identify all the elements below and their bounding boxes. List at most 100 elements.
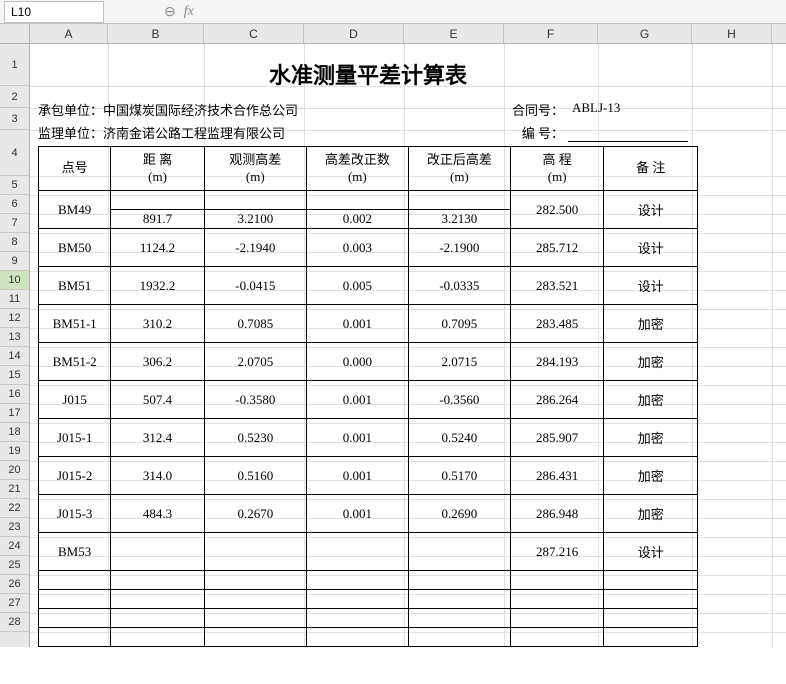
col-header-E[interactable]: E: [404, 24, 504, 43]
cell-obs[interactable]: [204, 533, 306, 571]
row-header-20[interactable]: 20: [0, 461, 29, 480]
col-header-F[interactable]: F: [504, 24, 598, 43]
cell-corr[interactable]: 0.001: [306, 305, 408, 343]
row-header-3[interactable]: 3: [0, 108, 29, 130]
row-header-17[interactable]: 17: [0, 404, 29, 423]
col-header-H[interactable]: H: [692, 24, 772, 43]
col-header-A[interactable]: A: [30, 24, 108, 43]
cell-elevation[interactable]: 282.500: [510, 191, 604, 229]
zoom-out-icon[interactable]: ⊖: [164, 3, 176, 20]
row-header-18[interactable]: 18: [0, 423, 29, 442]
cell-point[interactable]: BM50: [39, 229, 111, 267]
cell-elevation[interactable]: 283.521: [510, 267, 604, 305]
cell-elevation[interactable]: 283.485: [510, 305, 604, 343]
cell-adj[interactable]: 0.5240: [408, 419, 510, 457]
row-header-5[interactable]: 5: [0, 176, 29, 195]
cell-dist[interactable]: 891.7: [111, 210, 205, 229]
col-header-D[interactable]: D: [304, 24, 404, 43]
cell-adj[interactable]: [408, 533, 510, 571]
row-header-8[interactable]: 8: [0, 233, 29, 252]
cell-dist[interactable]: 312.4: [111, 419, 205, 457]
cell-note[interactable]: 加密: [604, 381, 698, 419]
cell-note[interactable]: 设计: [604, 267, 698, 305]
cell-note[interactable]: 设计: [604, 229, 698, 267]
cell-dist[interactable]: 1124.2: [111, 229, 205, 267]
fx-icon[interactable]: fx: [184, 4, 194, 20]
row-header-4[interactable]: 4: [0, 130, 29, 176]
cell-dist[interactable]: 306.2: [111, 343, 205, 381]
row-header-12[interactable]: 12: [0, 309, 29, 328]
cell-adj[interactable]: -2.1900: [408, 229, 510, 267]
cell-point[interactable]: J015-2: [39, 457, 111, 495]
cell-corr[interactable]: 0.003: [306, 229, 408, 267]
row-header-14[interactable]: 14: [0, 347, 29, 366]
cell-corr[interactable]: [306, 533, 408, 571]
cell-adj[interactable]: 0.2690: [408, 495, 510, 533]
cell-obs[interactable]: -0.0415: [204, 267, 306, 305]
cell-elevation[interactable]: 286.948: [510, 495, 604, 533]
name-box[interactable]: L10: [4, 1, 104, 23]
cell-adj[interactable]: 3.2130: [408, 210, 510, 229]
cell-adj[interactable]: -0.0335: [408, 267, 510, 305]
row-header-13[interactable]: 13: [0, 328, 29, 347]
cell-dist[interactable]: 507.4: [111, 381, 205, 419]
cell-corr[interactable]: 0.001: [306, 381, 408, 419]
row-header-9[interactable]: 9: [0, 252, 29, 271]
cell-elevation[interactable]: 284.193: [510, 343, 604, 381]
cell-dist[interactable]: 1932.2: [111, 267, 205, 305]
row-header-10[interactable]: 10: [0, 271, 29, 290]
row-header-25[interactable]: 25: [0, 556, 29, 575]
cell-point[interactable]: BM51-2: [39, 343, 111, 381]
cell-obs[interactable]: -2.1940: [204, 229, 306, 267]
row-header-7[interactable]: 7: [0, 214, 29, 233]
cell-obs[interactable]: 0.7085: [204, 305, 306, 343]
cell-note[interactable]: 加密: [604, 305, 698, 343]
row-header-11[interactable]: 11: [0, 290, 29, 309]
cell-point[interactable]: BM53: [39, 533, 111, 571]
cell-point[interactable]: J015-1: [39, 419, 111, 457]
cell-point[interactable]: BM49: [39, 191, 111, 229]
row-header-26[interactable]: 26: [0, 575, 29, 594]
cell-corr[interactable]: 0.001: [306, 419, 408, 457]
cell-note[interactable]: 设计: [604, 533, 698, 571]
cell-obs[interactable]: 0.5230: [204, 419, 306, 457]
row-header-27[interactable]: 27: [0, 594, 29, 613]
cell-adj[interactable]: 2.0715: [408, 343, 510, 381]
cell-obs[interactable]: 3.2100: [204, 210, 306, 229]
row-header-2[interactable]: 2: [0, 86, 29, 108]
cell-elevation[interactable]: 285.907: [510, 419, 604, 457]
row-header-22[interactable]: 22: [0, 499, 29, 518]
cell-corr[interactable]: 0.000: [306, 343, 408, 381]
cell-dist[interactable]: 484.3: [111, 495, 205, 533]
cell-point[interactable]: BM51: [39, 267, 111, 305]
cell-dist[interactable]: 314.0: [111, 457, 205, 495]
row-header-24[interactable]: 24: [0, 537, 29, 556]
select-all-corner[interactable]: [0, 24, 30, 43]
cell-note[interactable]: 加密: [604, 457, 698, 495]
cell-corr[interactable]: 0.001: [306, 457, 408, 495]
row-header-1[interactable]: 1: [0, 44, 29, 86]
row-header-6[interactable]: 6: [0, 195, 29, 214]
cell-adj[interactable]: 0.5170: [408, 457, 510, 495]
col-header-B[interactable]: B: [108, 24, 204, 43]
cell-note[interactable]: 加密: [604, 419, 698, 457]
col-header-C[interactable]: C: [204, 24, 304, 43]
cell-note[interactable]: 设计: [604, 191, 698, 229]
cell-point[interactable]: J015-3: [39, 495, 111, 533]
cell-dist[interactable]: [111, 533, 205, 571]
cell-obs[interactable]: -0.3580: [204, 381, 306, 419]
cell-corr[interactable]: 0.005: [306, 267, 408, 305]
row-header-15[interactable]: 15: [0, 366, 29, 385]
row-header-19[interactable]: 19: [0, 442, 29, 461]
row-header-21[interactable]: 21: [0, 480, 29, 499]
cell-point[interactable]: J015: [39, 381, 111, 419]
row-header-16[interactable]: 16: [0, 385, 29, 404]
cell-obs[interactable]: 2.0705: [204, 343, 306, 381]
cell-adj[interactable]: 0.7095: [408, 305, 510, 343]
col-header-G[interactable]: G: [598, 24, 692, 43]
cell-elevation[interactable]: 286.431: [510, 457, 604, 495]
cell-obs[interactable]: 0.5160: [204, 457, 306, 495]
cell-dist[interactable]: 310.2: [111, 305, 205, 343]
cell-point[interactable]: BM51-1: [39, 305, 111, 343]
sheet-area[interactable]: 水准测量平差计算表 承包单位：中国煤炭国际经济技术合作总公司 合同号： ABLJ…: [30, 44, 786, 647]
